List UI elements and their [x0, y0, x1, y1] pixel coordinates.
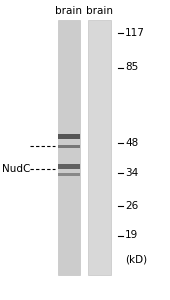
Text: (kD): (kD): [125, 254, 147, 265]
Text: 34: 34: [125, 167, 138, 178]
Bar: [58, 20, 80, 274]
Text: 48: 48: [125, 137, 138, 148]
Bar: [58, 164, 80, 169]
Bar: [58, 134, 80, 139]
Text: brain: brain: [86, 7, 113, 16]
Text: 117: 117: [125, 28, 145, 38]
Bar: [58, 173, 80, 176]
Bar: [88, 20, 110, 274]
Text: brain: brain: [55, 7, 82, 16]
Text: 26: 26: [125, 200, 138, 211]
Text: 19: 19: [125, 230, 138, 241]
Text: NudC: NudC: [2, 164, 30, 175]
Text: 85: 85: [125, 62, 138, 73]
Bar: [58, 145, 80, 148]
